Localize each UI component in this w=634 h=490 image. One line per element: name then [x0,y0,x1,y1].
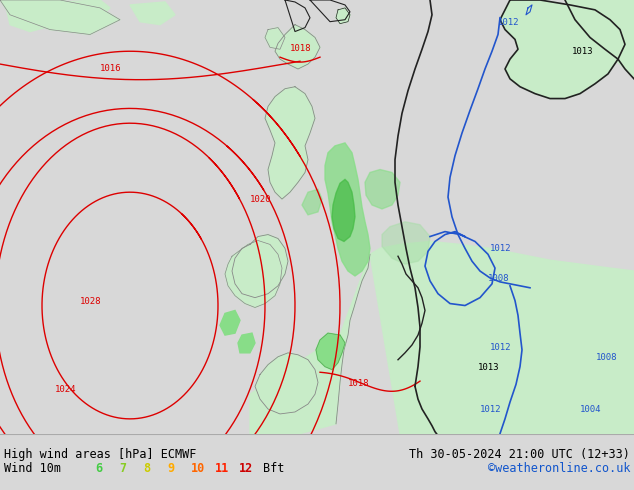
Text: 12: 12 [239,462,253,475]
Text: Wind 10m: Wind 10m [4,462,61,475]
Polygon shape [265,87,315,199]
Text: 7: 7 [119,462,126,475]
Text: 1012: 1012 [490,245,512,253]
Text: 1012: 1012 [498,18,519,26]
Polygon shape [302,189,322,215]
Polygon shape [232,235,288,297]
Polygon shape [5,0,55,31]
Text: 1028: 1028 [80,296,101,306]
Text: 1012: 1012 [480,405,501,414]
Polygon shape [220,311,240,335]
Text: 1020: 1020 [250,195,271,204]
Polygon shape [60,0,110,22]
Text: 1008: 1008 [596,353,618,362]
Polygon shape [382,222,430,264]
Polygon shape [255,353,318,414]
Polygon shape [275,24,320,69]
Polygon shape [332,179,355,242]
Text: 6: 6 [95,462,102,475]
Text: 1018: 1018 [290,44,311,53]
Text: 1018: 1018 [348,379,370,389]
Polygon shape [565,0,634,79]
Text: 1004: 1004 [580,405,602,414]
Text: 9: 9 [167,462,174,475]
Polygon shape [316,333,345,369]
Text: 11: 11 [215,462,230,475]
Polygon shape [365,170,400,209]
Polygon shape [238,333,255,353]
Polygon shape [0,0,120,34]
Text: ©weatheronline.co.uk: ©weatheronline.co.uk [488,462,630,475]
Text: Bft: Bft [263,462,285,475]
Text: 8: 8 [143,462,150,475]
Polygon shape [500,0,625,98]
Text: 1012: 1012 [490,343,512,352]
Polygon shape [225,241,282,308]
Text: 1013: 1013 [572,47,593,56]
Text: 10: 10 [191,462,205,475]
Polygon shape [336,8,350,24]
Text: High wind areas [hPa] ECMWF: High wind areas [hPa] ECMWF [4,448,197,462]
Polygon shape [325,143,370,276]
Text: Th 30-05-2024 21:00 UTC (12+33): Th 30-05-2024 21:00 UTC (12+33) [409,448,630,462]
Polygon shape [250,254,370,434]
Polygon shape [265,27,285,49]
Polygon shape [370,242,634,434]
Text: 1008: 1008 [488,274,510,283]
Polygon shape [130,2,175,24]
Text: 1024: 1024 [55,385,77,394]
Text: 1016: 1016 [100,64,122,73]
Text: 1013: 1013 [478,363,500,371]
